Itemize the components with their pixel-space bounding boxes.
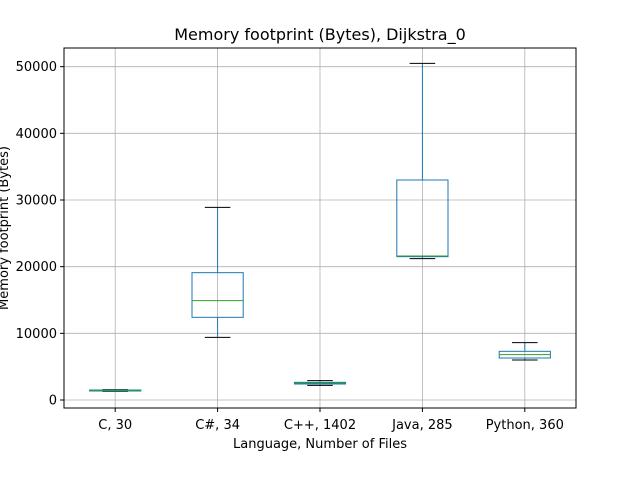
box-iqr <box>396 179 449 258</box>
x-axis-ticks: C, 30 C#, 34 C++, 1402 Java, 285 Python, 360 <box>98 408 564 433</box>
box-iqr <box>191 272 244 318</box>
box-group <box>498 342 551 361</box>
y-tick-label: 50000 <box>16 60 57 75</box>
y-tick-label: 30000 <box>16 194 57 209</box>
box-series <box>89 62 551 392</box>
x-tick-label: C#, 34 <box>195 418 240 433</box>
box-group <box>396 62 449 260</box>
y-tick-label: 10000 <box>16 327 57 342</box>
box-group <box>89 389 142 392</box>
y-tick-label: 40000 <box>16 127 57 142</box>
y-axis-ticks: 0 10000 20000 30000 40000 50000 <box>16 60 64 409</box>
box-group <box>191 206 244 338</box>
x-tick-label: C, 30 <box>98 418 132 433</box>
chart-title: Memory footprint (Bytes), Dijkstra_0 <box>174 25 466 45</box>
x-tick-label: Python, 360 <box>486 418 564 433</box>
x-tick-label: Java, 285 <box>391 418 453 433</box>
box-group <box>293 380 347 386</box>
y-tick-label: 0 <box>49 394 57 409</box>
x-tick-label: C++, 1402 <box>284 418 356 433</box>
y-axis-label: Memory footprint (Bytes) <box>0 146 12 310</box>
x-axis-label: Language, Number of Files <box>233 437 407 452</box>
grid-lines <box>64 48 576 408</box>
y-tick-label: 20000 <box>16 260 57 275</box>
